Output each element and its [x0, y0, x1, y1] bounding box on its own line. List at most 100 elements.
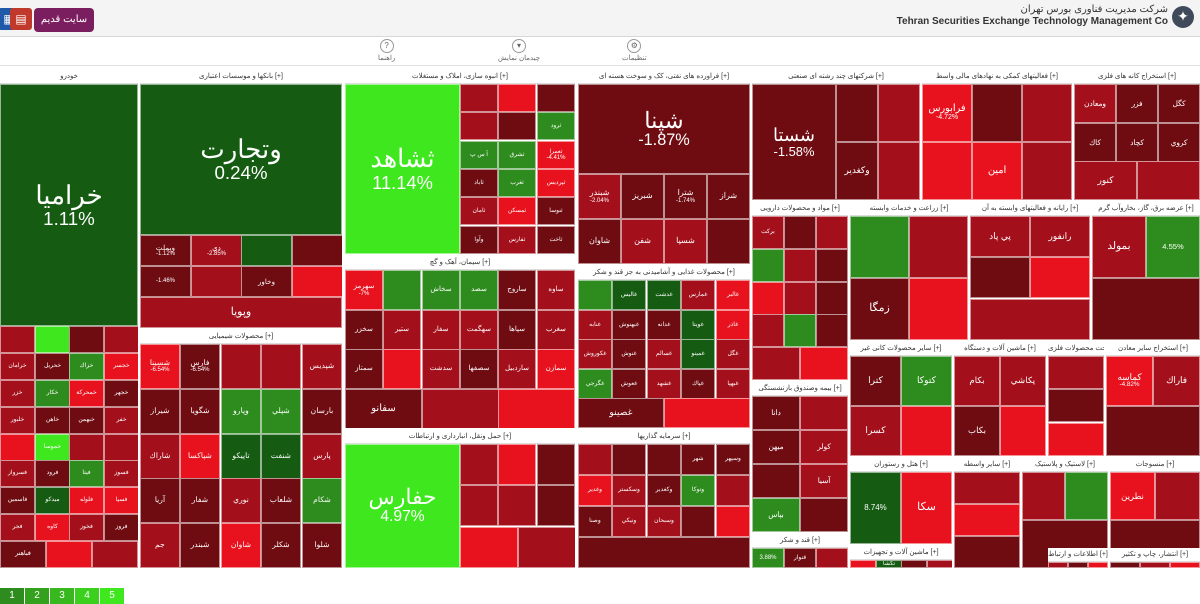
stock-tile[interactable]: فاراك — [1153, 356, 1200, 406]
stock-tile[interactable]: كنور — [1074, 161, 1137, 200]
stock-tile[interactable]: بكاب — [954, 406, 1000, 456]
stock-tile[interactable]: غنوش — [612, 339, 646, 369]
stock-tile[interactable] — [1137, 161, 1200, 200]
help-button[interactable]: ? راهنما — [378, 39, 395, 62]
sector-title[interactable]: خودرو — [0, 70, 138, 84]
stock-tile[interactable] — [578, 444, 612, 475]
stock-tile[interactable] — [970, 299, 1090, 340]
stock-tile[interactable]: وكغدير — [647, 475, 681, 506]
stock-tile[interactable]: غنابه — [578, 310, 612, 340]
stock-tile[interactable]: شلوا — [302, 523, 342, 568]
stock-tile[interactable]: ثرود — [537, 112, 575, 140]
stock-tile[interactable]: رانفور — [1030, 216, 1090, 257]
sector-title[interactable]: محصولات شیمیایی [+] — [140, 330, 342, 344]
stock-tile[interactable] — [970, 257, 1030, 298]
stock-tile[interactable]: پي پاد — [970, 216, 1030, 257]
stock-tile[interactable]: شبندر -2.04% — [578, 174, 621, 219]
stock-tile[interactable]: فسوز — [104, 460, 138, 487]
stock-tile[interactable] — [752, 249, 784, 282]
stock-tile[interactable] — [1106, 406, 1200, 456]
stock-tile[interactable]: فسرواز — [0, 460, 35, 487]
stock-tile[interactable] — [816, 249, 848, 282]
stock-tile[interactable]: وتوكا — [681, 475, 715, 506]
stock-tile[interactable] — [836, 84, 878, 142]
stock-tile[interactable] — [292, 235, 342, 266]
sector-title[interactable]: ماشین آلات و دستگاه [+] — [954, 342, 1046, 356]
stock-tile[interactable]: شفار — [180, 478, 220, 523]
stock-tile[interactable] — [850, 560, 876, 568]
stock-tile[interactable]: خمحركة — [69, 380, 104, 407]
stock-tile[interactable]: بارسان — [302, 389, 342, 434]
stock-tile[interactable] — [460, 112, 498, 140]
sector-title[interactable]: قند و شکر [+] — [752, 534, 848, 548]
stock-tile[interactable]: خزر — [0, 380, 35, 407]
stock-tile[interactable]: شسپا — [664, 219, 707, 264]
stock-tile[interactable]: وخاور — [241, 266, 292, 297]
stock-tile[interactable]: سدشت — [422, 349, 460, 389]
stock-tile[interactable] — [1022, 84, 1072, 142]
stock-tile[interactable]: سخاش — [422, 270, 460, 310]
stock-tile[interactable]: شاوان — [578, 219, 621, 264]
stock-tile[interactable] — [612, 444, 646, 475]
sector-title[interactable]: استخراج کانه های فلزی [+] — [1074, 70, 1200, 84]
stock-tile[interactable] — [800, 347, 848, 380]
stock-tile[interactable] — [800, 498, 848, 532]
stock-tile[interactable]: سصد — [460, 270, 498, 310]
stock-tile[interactable] — [460, 485, 498, 526]
legend-item-5[interactable]: 5 — [100, 588, 124, 604]
stock-tile[interactable]: ثاخت — [537, 226, 575, 254]
stock-tile[interactable]: غبهپا — [716, 369, 750, 399]
stock-tile[interactable]: فاسمين — [0, 487, 35, 514]
stock-tile[interactable]: فباهنر — [0, 541, 46, 568]
stock-tile[interactable]: پارس — [302, 434, 342, 479]
stock-tile[interactable] — [69, 326, 104, 353]
stock-tile[interactable]: غپاك — [681, 369, 715, 399]
stock-tile[interactable] — [927, 560, 952, 568]
stock-tile[interactable] — [909, 216, 968, 278]
stock-tile[interactable]: سهگمت — [460, 310, 498, 350]
stock-tile[interactable] — [578, 537, 750, 568]
stock-tile[interactable] — [1155, 472, 1200, 520]
stock-tile[interactable] — [816, 548, 848, 568]
stock-tile[interactable] — [878, 84, 920, 142]
stock-tile[interactable]: كترا — [850, 356, 901, 406]
stock-tile[interactable]: شيراز — [140, 389, 180, 434]
stock-tile[interactable]: كولر — [800, 430, 848, 464]
stock-tile[interactable] — [800, 396, 848, 430]
stock-tile[interactable]: شترا -1.74% — [664, 174, 707, 219]
stock-tile[interactable]: خكار — [35, 380, 70, 407]
stock-tile[interactable]: كروي — [1158, 123, 1200, 162]
sector-title[interactable]: هتل و رستوران [+] — [850, 458, 952, 472]
stock-tile[interactable]: وصنا — [578, 506, 612, 537]
stock-tile[interactable]: سصفها — [460, 349, 498, 389]
stock-tile[interactable]: ثنوسا — [537, 197, 575, 225]
stock-tile[interactable]: تكشا — [876, 560, 902, 568]
stock-tile[interactable] — [578, 280, 612, 310]
stock-tile[interactable] — [878, 142, 920, 200]
stock-tile[interactable] — [1048, 423, 1104, 456]
stock-tile[interactable] — [784, 249, 816, 282]
stock-tile[interactable]: خرامان — [0, 353, 35, 380]
stock-tile[interactable] — [292, 266, 342, 297]
layout-button[interactable]: ▾ چیدمان نمایش — [498, 39, 540, 62]
stock-tile[interactable] — [707, 219, 750, 264]
stock-tile[interactable] — [954, 536, 1020, 568]
stock-tile[interactable]: دانا — [752, 396, 800, 430]
stock-tile[interactable] — [221, 344, 261, 389]
stock-tile[interactable]: ثامان — [460, 197, 498, 225]
stock-tile[interactable] — [1022, 472, 1065, 520]
sector-title[interactable]: استخراج سایر معادن [+] — [1106, 342, 1200, 356]
stock-tile[interactable]: شنفت — [261, 434, 301, 479]
stock-tile[interactable]: شفن — [621, 219, 664, 264]
stock-tile[interactable] — [0, 434, 35, 461]
stock-tile[interactable]: ساوه — [537, 270, 575, 310]
sector-title[interactable]: حمل ونقل، انبارداری و ارتباطات [+] — [345, 430, 575, 444]
stock-tile[interactable] — [1170, 562, 1200, 568]
stock-tile[interactable]: سخزر — [345, 310, 383, 350]
stock-tile[interactable] — [1140, 562, 1170, 568]
stock-tile[interactable] — [1022, 142, 1072, 200]
stock-tile[interactable] — [1088, 562, 1108, 568]
stock-tile[interactable]: -1.46% — [140, 266, 191, 297]
stock-tile[interactable]: ونيكي — [612, 506, 646, 537]
stock-tile[interactable]: نوري — [221, 478, 261, 523]
